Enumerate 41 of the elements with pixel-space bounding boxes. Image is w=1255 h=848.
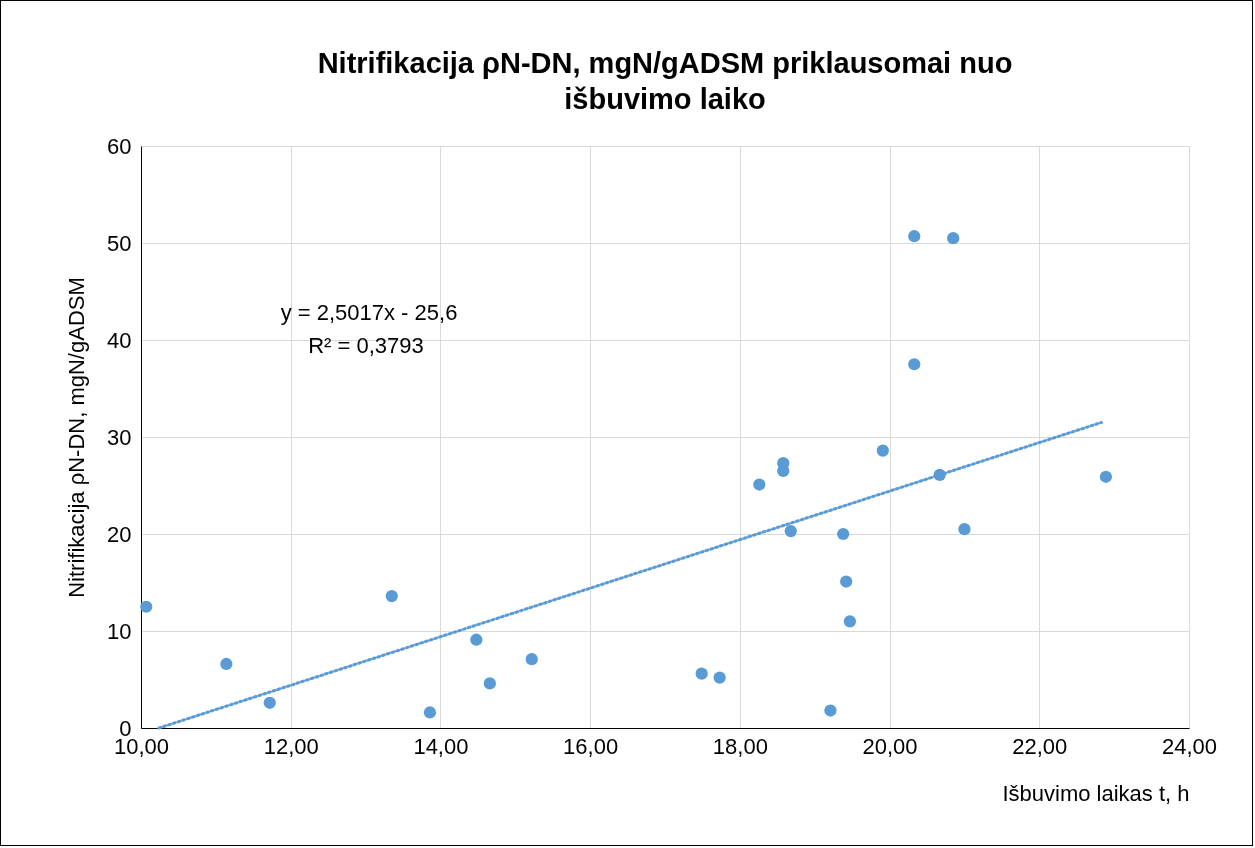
point (908, 358, 921, 371)
x-tick-label: 18,00 (712, 733, 768, 759)
point (958, 523, 971, 536)
x-tick-label: 16,00 (563, 733, 619, 759)
point (876, 444, 889, 457)
y-tick-label: 20 (107, 521, 132, 547)
point (423, 706, 437, 719)
point (713, 671, 726, 684)
x-tick-label: 12,00 (263, 733, 319, 759)
y-tick-label: 30 (107, 424, 132, 450)
point (220, 657, 233, 671)
point (470, 633, 483, 646)
x-axis-title: Išbuvimo laikas t, h (1002, 780, 1190, 806)
y-tick-label: 40 (107, 327, 132, 353)
y-tick-label: 50 (107, 230, 132, 256)
point (947, 232, 960, 245)
point (525, 653, 538, 666)
y-tick-label: 60 (107, 133, 132, 159)
point (840, 575, 853, 588)
point (908, 230, 921, 243)
point (695, 667, 708, 680)
x-tick-label: 20,00 (862, 733, 918, 759)
point (837, 527, 850, 541)
point (777, 464, 790, 478)
x-tick-label: 24,00 (1161, 733, 1218, 759)
point (1099, 470, 1113, 483)
chart-title: Nitrifikacija ρN-DN, mgN/gADSM priklausomai nuo išbuvimo laiko (317, 47, 1013, 115)
point (385, 589, 398, 603)
point (843, 615, 857, 628)
y-tick-label: 10 (107, 618, 132, 644)
x-tick-label: 22,00 (1012, 733, 1068, 759)
point (140, 600, 153, 613)
point (824, 704, 837, 717)
annotation: y = 2,5017x - 25,6 (280, 300, 458, 325)
annotation: R² = 0,3793 (308, 333, 424, 358)
point (753, 478, 766, 491)
point (263, 696, 276, 709)
point (483, 677, 496, 690)
point (784, 524, 797, 538)
y-axis-title: Nitrifikacija ρN-DN, mgN/gADSM (64, 277, 90, 598)
x-tick-label: 14,00 (413, 733, 469, 759)
